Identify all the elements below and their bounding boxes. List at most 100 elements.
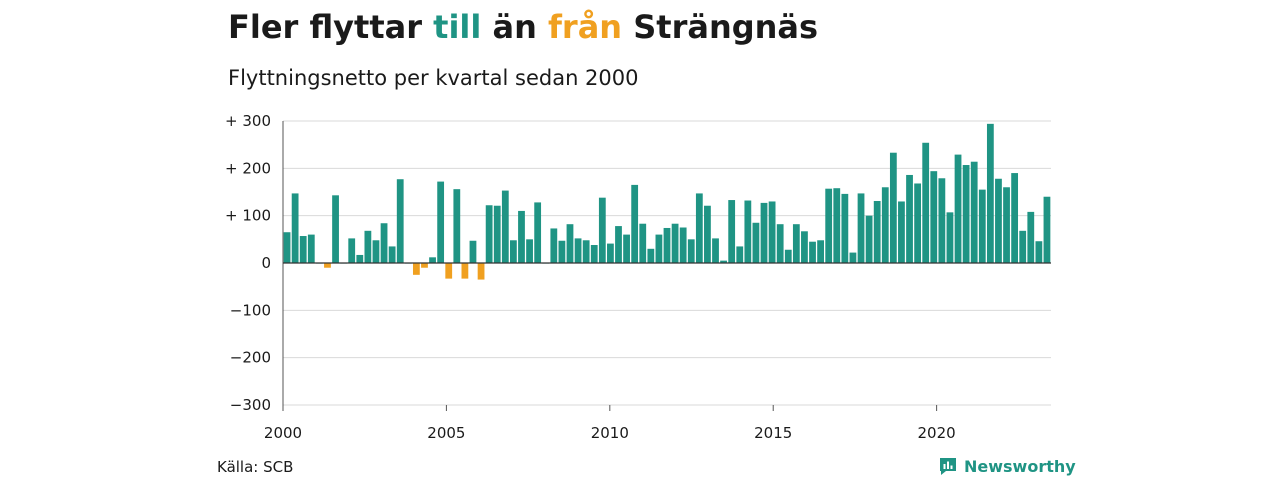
bar-positive: [898, 201, 905, 263]
bar-negative: [461, 263, 469, 279]
bar-positive: [809, 241, 816, 263]
y-tick-label: −100: [230, 301, 271, 319]
bar-positive: [1043, 196, 1051, 263]
bar-positive: [946, 212, 954, 263]
bar-positive: [291, 193, 299, 263]
chart-title: Fler flyttar till än från Strängnäs: [228, 8, 818, 46]
bar-positive: [356, 254, 364, 263]
bar-positive: [889, 152, 897, 263]
brand: Newsworthy: [938, 456, 1076, 476]
bar-positive: [712, 238, 719, 263]
bar-positive: [348, 238, 356, 263]
bar-negative: [412, 263, 420, 275]
bars: [283, 123, 1051, 280]
bar-positive: [623, 234, 630, 263]
y-tick-label: −300: [230, 396, 271, 414]
bar-positive: [639, 223, 647, 263]
y-tick-label: 0: [261, 254, 271, 272]
y-tick-label: + 200: [225, 159, 271, 177]
bar-positive: [518, 210, 525, 263]
bar-positive: [631, 184, 639, 263]
brand-name: Newsworthy: [964, 456, 1076, 476]
bar-positive: [833, 188, 841, 263]
bar-positive: [776, 224, 784, 263]
bar-positive: [1027, 211, 1035, 263]
bar-positive: [1003, 187, 1010, 263]
title-word-out: från: [548, 8, 623, 46]
bar-positive: [396, 179, 404, 263]
bar-positive: [1035, 241, 1043, 263]
bar-positive: [736, 246, 744, 263]
bar-positive: [817, 240, 824, 263]
x-tick-label: 2015: [754, 424, 792, 442]
bar-positive: [388, 246, 396, 263]
bar-positive: [825, 188, 833, 263]
bar-positive: [687, 239, 695, 263]
bar-positive: [857, 193, 865, 263]
bar-positive: [510, 240, 517, 263]
bar-positive: [938, 178, 946, 263]
bar-positive: [970, 161, 978, 263]
x-tick-label: 2010: [591, 424, 629, 442]
y-tick-label: + 100: [225, 207, 271, 225]
bar-positive: [995, 178, 1002, 263]
x-tick-label: 2000: [264, 424, 302, 442]
bar-positive: [978, 189, 986, 263]
bar-negative: [445, 263, 453, 279]
bar-positive: [768, 201, 776, 263]
y-tick-label: −200: [230, 349, 271, 367]
bar-positive: [801, 231, 808, 263]
bar-positive: [962, 165, 970, 263]
y-tick-label: + 300: [225, 112, 271, 130]
bar-positive: [671, 223, 679, 263]
bar-positive: [647, 248, 655, 263]
bar-positive: [534, 202, 542, 263]
bar-positive: [598, 197, 606, 263]
bar-positive: [752, 222, 760, 263]
title-word-in: till: [433, 8, 482, 46]
bar-positive: [307, 234, 315, 263]
bar-positive: [283, 232, 291, 263]
title-part-1: Fler flyttar: [228, 8, 434, 46]
bar-positive: [930, 171, 938, 263]
x-tick-label: 2020: [918, 424, 956, 442]
bar-positive: [695, 193, 703, 263]
bar-positive: [728, 200, 736, 263]
bar-positive: [526, 239, 533, 263]
bar-positive: [881, 187, 889, 263]
bar-positive: [566, 224, 574, 263]
bar-positive: [332, 195, 339, 263]
newsworthy-logo-icon: [940, 458, 956, 475]
bar-positive: [590, 245, 598, 263]
bar-negative: [324, 263, 331, 268]
bar-positive: [607, 243, 614, 263]
bar-positive: [1011, 173, 1019, 263]
bar-positive: [865, 215, 873, 263]
bar-positive: [784, 249, 792, 263]
bar-positive: [792, 224, 800, 263]
bar-positive: [469, 240, 477, 263]
bar-positive: [744, 200, 752, 263]
bar-negative: [421, 263, 428, 268]
chart-subtitle: Flyttningsnetto per kvartal sedan 2000: [228, 66, 639, 90]
bar-positive: [582, 240, 590, 263]
bar-positive: [720, 260, 727, 263]
bar-positive: [299, 236, 307, 263]
bar-positive: [760, 202, 768, 263]
bar-positive: [574, 238, 582, 263]
bar-positive: [922, 142, 930, 263]
bar-positive: [380, 223, 388, 263]
title-part-3: Strängnäs: [622, 8, 819, 46]
bar-negative: [477, 263, 485, 280]
bar-positive: [679, 227, 687, 263]
bar-positive: [453, 189, 461, 263]
x-tick-label: 2005: [427, 424, 465, 442]
bar-positive: [493, 205, 501, 263]
bar-positive: [429, 257, 436, 263]
bar-positive: [364, 230, 372, 263]
bar-positive: [501, 190, 509, 263]
bar-positive: [655, 234, 663, 263]
bar-positive: [906, 174, 913, 263]
bar-positive: [550, 228, 558, 263]
